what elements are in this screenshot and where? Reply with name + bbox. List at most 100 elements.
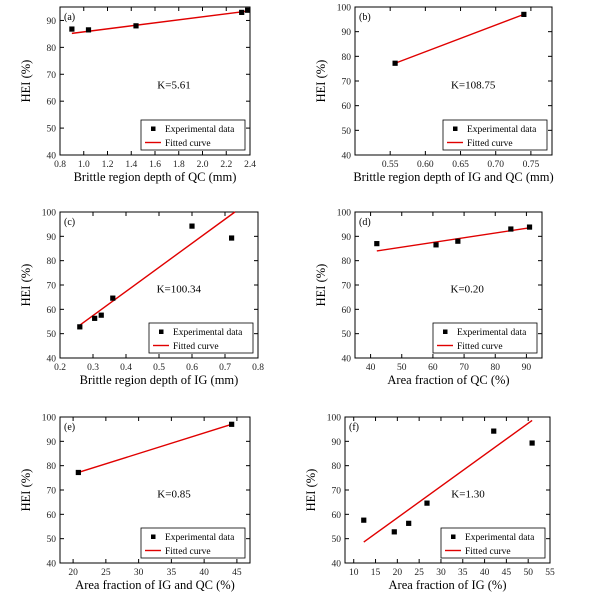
x-tick-label: 0.3 xyxy=(87,363,99,373)
x-tick-label: 2.2 xyxy=(220,160,232,170)
x-tick-label: 1.2 xyxy=(102,160,114,170)
x-tick-label: 55 xyxy=(545,568,555,578)
x-tick-label: 1.8 xyxy=(173,160,185,170)
y-tick-label: 70 xyxy=(332,487,342,497)
y-tick-label: 90 xyxy=(47,233,57,243)
y-tick-label: 50 xyxy=(47,125,57,135)
slope-annotation: K=0.85 xyxy=(157,488,191,500)
y-tick-label: 60 xyxy=(47,98,57,108)
fitted-curve-line xyxy=(394,13,525,64)
legend-marker-points xyxy=(151,534,156,539)
fitted-curve-line xyxy=(363,419,533,543)
x-axis-label: Area fraction of IG (%) xyxy=(389,578,507,592)
data-point xyxy=(526,224,533,230)
chart-panel-2: 0.55 0.60 0.65 0.70 0.75 40 50 60 70 80 90 100 Britt… xyxy=(314,4,554,185)
slope-annotation: K=100.34 xyxy=(157,283,202,295)
y-axis-label: HEI (%) xyxy=(314,60,328,103)
x-tick-label: 1.6 xyxy=(149,160,161,170)
legend: Experimental data Fitted curve xyxy=(432,322,538,354)
legend: Experimental data Fitted curve xyxy=(440,527,546,559)
legend-label-fitted: Fitted curve xyxy=(465,547,511,557)
y-tick-label: 60 xyxy=(342,102,352,112)
y-tick-label: 60 xyxy=(47,306,57,316)
y-tick-label: 100 xyxy=(42,209,57,219)
data-point xyxy=(133,23,139,29)
y-tick-label: 100 xyxy=(337,209,352,219)
legend-marker-points xyxy=(151,126,156,131)
chart-panel-5: 20 25 30 35 40 45 40 50 60 70 80 90 100 Area fraction… xyxy=(19,414,251,592)
legend-label-fitted: Fitted curve xyxy=(165,139,211,149)
data-point xyxy=(455,238,461,244)
y-tick-label: 50 xyxy=(47,330,57,340)
data-point xyxy=(229,421,235,427)
legend-box xyxy=(140,119,246,151)
legend-label-experimental: Experimental data xyxy=(173,328,243,338)
x-tick-label: 90 xyxy=(522,363,532,373)
slope-annotation: K=108.75 xyxy=(451,79,496,91)
x-tick-label: 10 xyxy=(349,568,359,578)
data-point xyxy=(77,324,83,330)
x-tick-label: 0.65 xyxy=(452,160,469,170)
x-tick-label: 40 xyxy=(366,363,376,373)
y-tick-label: 50 xyxy=(47,535,57,545)
data-point xyxy=(406,520,412,526)
panel-label: (f) xyxy=(349,422,359,433)
y-tick-label: 40 xyxy=(47,355,57,365)
fitted-curve-line xyxy=(376,227,530,252)
legend-marker-points xyxy=(451,534,456,539)
data-point xyxy=(424,500,430,506)
x-tick-label: 20 xyxy=(68,568,78,578)
y-axis-label: HEI (%) xyxy=(314,264,328,307)
y-axis-label: HEI (%) xyxy=(19,469,33,512)
y-tick-label: 60 xyxy=(47,511,57,521)
panel-label: (a) xyxy=(64,12,75,23)
panel-label: (e) xyxy=(64,422,75,433)
x-tick-label: 70 xyxy=(459,363,469,373)
fitted-curve-line xyxy=(71,10,251,35)
y-tick-label: 100 xyxy=(337,4,352,14)
fitted-curve-line xyxy=(79,211,236,326)
chart-panel-4: 40 50 60 70 80 90 40 50 60 70 80 90 100 Area fraction… xyxy=(314,209,543,387)
x-tick-label: 0.75 xyxy=(523,160,540,170)
legend: Experimental data Fitted curve xyxy=(442,119,548,151)
x-tick-label: 50 xyxy=(397,363,407,373)
legend-marker-points xyxy=(159,329,164,334)
y-tick-label: 70 xyxy=(342,78,352,88)
y-tick-label: 60 xyxy=(342,306,352,316)
data-point xyxy=(391,529,397,535)
x-tick-label: 0.55 xyxy=(382,160,399,170)
legend: Experimental data Fitted curve xyxy=(140,119,246,151)
legend-label-experimental: Experimental data xyxy=(165,125,235,135)
x-tick-label: 0.2 xyxy=(54,363,66,373)
chart-panel-1: 0.8 1.0 1.2 1.4 1.6 1.8 2.0 2.2 2.4 40 50 60 70 80 90 B… xyxy=(19,6,256,184)
x-tick-label: 1.0 xyxy=(78,160,90,170)
data-point xyxy=(98,312,104,318)
data-point xyxy=(529,440,535,446)
x-axis-label: Brittle region depth of IG and QC (mm) xyxy=(353,170,553,184)
data-point xyxy=(521,11,527,17)
y-tick-label: 40 xyxy=(47,152,57,162)
x-tick-label: 45 xyxy=(502,568,512,578)
y-tick-label: 50 xyxy=(342,127,352,137)
y-tick-label: 80 xyxy=(47,257,57,267)
x-tick-label: 2.0 xyxy=(197,160,209,170)
slope-annotation: K=0.20 xyxy=(450,283,484,295)
x-tick-label: 50 xyxy=(523,568,533,578)
fitted-curve-line xyxy=(78,423,232,474)
data-point xyxy=(374,241,380,247)
legend: Experimental data Fitted curve xyxy=(148,322,254,354)
data-point xyxy=(85,27,92,33)
y-tick-label: 40 xyxy=(342,152,352,162)
legend-box xyxy=(442,119,548,151)
legend-label-fitted: Fitted curve xyxy=(457,342,503,352)
y-tick-label: 70 xyxy=(342,282,352,292)
x-tick-label: 1.4 xyxy=(125,160,137,170)
legend-box xyxy=(440,527,546,559)
y-tick-label: 90 xyxy=(47,438,57,448)
data-point xyxy=(110,295,116,301)
chart-panel-6: 10 15 20 25 30 35 40 45 50 55 40 50 60 70 80 90 100 Area … xyxy=(304,414,555,593)
legend-label-fitted: Fitted curve xyxy=(165,547,211,557)
x-tick-label: 0.60 xyxy=(417,160,434,170)
data-point xyxy=(239,9,245,15)
x-tick-label: 40 xyxy=(480,568,490,578)
